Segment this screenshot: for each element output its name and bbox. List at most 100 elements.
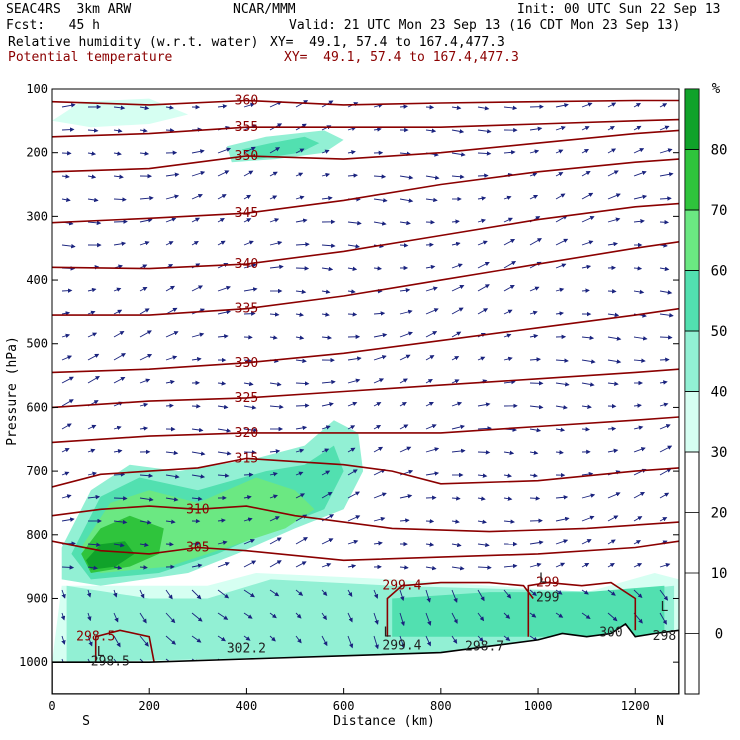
wind-arrow bbox=[191, 193, 203, 200]
wind-arrow bbox=[347, 378, 361, 384]
wind-arrow bbox=[295, 612, 302, 619]
wind-arrow bbox=[529, 473, 538, 478]
wind-arrow bbox=[451, 356, 460, 361]
wind-arrow bbox=[633, 447, 646, 453]
wind-arrow bbox=[399, 446, 412, 453]
wind-arrow bbox=[477, 284, 490, 292]
annotation-label: 298.5 bbox=[91, 654, 130, 669]
wind-arrow bbox=[139, 308, 150, 315]
wind-arrow bbox=[659, 380, 668, 385]
theta-label-355: 355 bbox=[235, 120, 258, 135]
wind-arrow bbox=[347, 491, 360, 499]
wind-arrow bbox=[399, 612, 405, 627]
wind-arrow bbox=[607, 289, 617, 294]
wind-arrow bbox=[373, 589, 379, 599]
colorbar-swatch-40 bbox=[684, 330, 700, 392]
wind-arrow bbox=[243, 539, 255, 545]
wind-arrow bbox=[113, 496, 128, 501]
wind-arrow bbox=[87, 424, 97, 430]
wind-arrow bbox=[139, 520, 152, 525]
theta-label-325: 325 bbox=[235, 391, 258, 406]
wind-arrow bbox=[633, 589, 643, 599]
wind-arrow bbox=[503, 379, 516, 385]
wind-arrow bbox=[477, 356, 486, 361]
annotation-label: L bbox=[661, 600, 669, 615]
wind-arrow bbox=[217, 381, 227, 386]
wind-arrow bbox=[139, 635, 149, 647]
wind-arrow bbox=[243, 472, 254, 477]
wind-arrow bbox=[581, 149, 589, 154]
wind-arrow bbox=[321, 195, 333, 201]
wind-arrow bbox=[191, 427, 204, 433]
wind-arrow bbox=[243, 560, 257, 568]
wind-arrow bbox=[425, 424, 437, 430]
wind-arrow bbox=[373, 311, 386, 316]
wind-arrow bbox=[113, 612, 119, 623]
wind-arrow bbox=[633, 289, 645, 295]
wind-arrow bbox=[347, 244, 360, 249]
wind-arrow bbox=[295, 635, 302, 644]
wind-arrow bbox=[113, 241, 127, 246]
wind-arrow bbox=[581, 170, 591, 177]
wind-arrow bbox=[113, 519, 128, 525]
x-tick-label: 1200 bbox=[621, 699, 650, 713]
wind-arrow bbox=[295, 335, 305, 340]
wind-arrow bbox=[347, 469, 358, 476]
wind-arrow bbox=[165, 307, 178, 315]
wind-arrow bbox=[321, 425, 331, 430]
wind-arrow bbox=[373, 378, 385, 384]
wind-arrow bbox=[555, 427, 566, 432]
wind-arrow bbox=[217, 240, 226, 246]
wind-arrow bbox=[191, 241, 199, 246]
wind-arrow bbox=[321, 402, 334, 407]
wind-arrow bbox=[373, 635, 379, 650]
wind-arrow bbox=[633, 358, 646, 363]
wind-arrow bbox=[269, 264, 284, 270]
wind-arrow bbox=[295, 514, 308, 522]
wind-arrow bbox=[113, 425, 122, 431]
wind-arrow bbox=[503, 105, 518, 111]
wind-arrow bbox=[217, 104, 228, 109]
wind-arrow bbox=[529, 589, 537, 596]
x-axis-label: Distance (km) bbox=[333, 714, 435, 729]
wind-arrow bbox=[165, 379, 175, 385]
wind-arrow bbox=[659, 402, 669, 407]
wind-arrow bbox=[633, 102, 641, 108]
colorbar-swatch-30 bbox=[684, 391, 700, 453]
theta-label-315: 315 bbox=[235, 451, 258, 466]
wind-arrow bbox=[165, 612, 176, 624]
wind-arrow bbox=[243, 450, 257, 455]
wind-arrow bbox=[139, 402, 149, 408]
wind-arrow bbox=[347, 173, 358, 178]
x-tick-label: 1000 bbox=[524, 699, 553, 713]
wind-arrow bbox=[61, 103, 76, 108]
wind-arrow bbox=[113, 353, 126, 361]
wind-arrow bbox=[425, 355, 435, 361]
annotation-label: 298 bbox=[653, 629, 676, 644]
wind-arrow bbox=[113, 542, 125, 548]
wind-arrow bbox=[295, 172, 304, 177]
wind-arrow bbox=[399, 309, 413, 315]
wind-arrow bbox=[347, 425, 356, 430]
x-tick-label: 600 bbox=[333, 699, 355, 713]
wind-arrow bbox=[477, 473, 488, 478]
wind-arrow bbox=[217, 170, 230, 177]
wind-arrow bbox=[373, 103, 383, 108]
wind-arrow bbox=[425, 565, 437, 571]
wind-arrow bbox=[659, 196, 672, 201]
rh-region-30 bbox=[52, 98, 189, 128]
wind-arrow bbox=[295, 425, 308, 431]
theta-contour-310 bbox=[52, 505, 679, 533]
wind-arrow bbox=[165, 241, 174, 246]
wind-arrow bbox=[165, 194, 180, 200]
wind-arrow bbox=[581, 612, 591, 620]
colorbar-tick-label: 70 bbox=[711, 203, 728, 219]
wind-arrow bbox=[347, 401, 358, 407]
wind-arrow bbox=[139, 565, 148, 570]
wind-arrow bbox=[269, 537, 282, 545]
wind-arrow bbox=[165, 474, 180, 479]
wind-arrow bbox=[139, 264, 148, 269]
wind-arrow bbox=[659, 148, 673, 154]
wind-arrow bbox=[581, 216, 595, 223]
wind-arrow bbox=[243, 218, 252, 223]
